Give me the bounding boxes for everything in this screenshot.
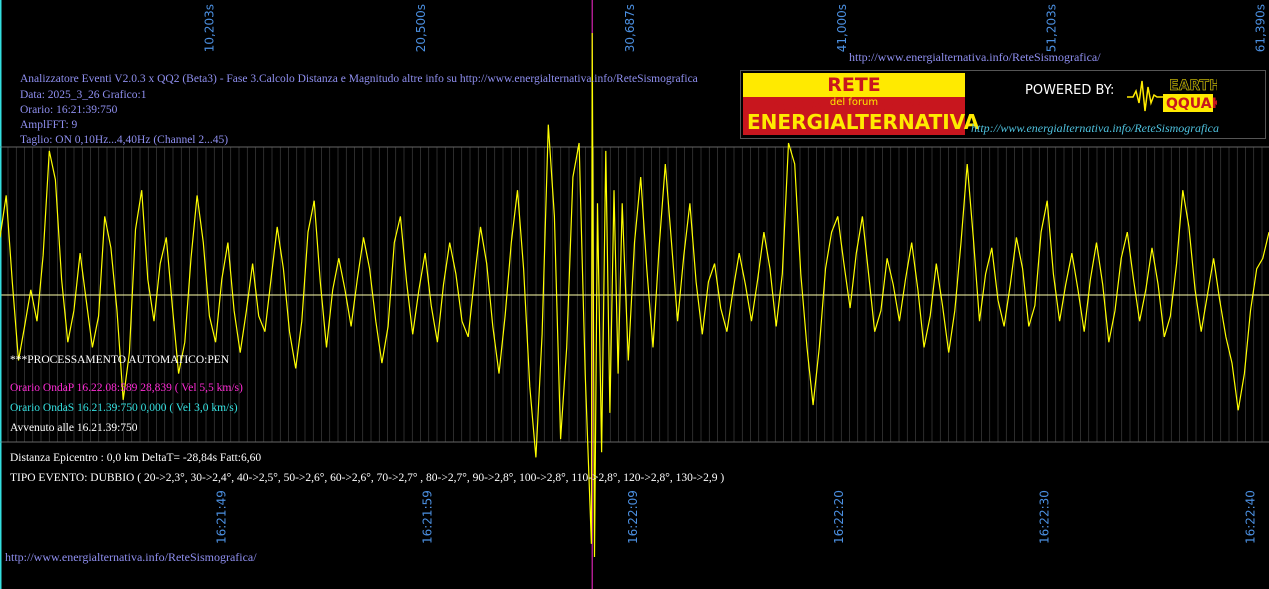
top-url-link[interactable]: http://www.energialternativa.info/ReteSi… [849,50,1101,64]
tick-label: 16:22:40 [1243,490,1257,544]
powered-by-label: POWERED BY: [1025,83,1115,98]
logo-earth-text: EARTH [1169,78,1217,94]
top-tick-labels: 10,203s 20,500s 30,687s 41,000s 51,203s 61,39… [203,4,1268,52]
event-type-line: TIPO EVENTO: DUBBIO ( 20->2,3°, 30->2,4°… [10,472,725,484]
onda-p-time: Orario OndaP 16.22.08:589 28,839 ( Vel 5… [10,382,243,394]
banner-main-text: ENERGIALTERNATIVA [747,110,980,134]
banner-subtitle: del forum [829,97,879,108]
header-filter-line: Taglio: ON 0,10Hz...4,40Hz (Channel 2...… [20,134,229,146]
banner-url-link[interactable]: http://www.energialternativa.info/ReteSi… [971,121,1219,135]
header-date-line: Data: 2025_3_26 Grafico:1 [20,89,147,101]
rete-sismografica-banner[interactable]: RETE SISMOGRAFICA del forum ENERGIALTERN… [740,70,1266,139]
tick-label: 10,203s [203,4,217,52]
seismic-signal-line [0,32,1269,558]
tick-label: 16:22:30 [1038,490,1052,544]
tick-label: 16:22:09 [626,490,640,544]
logo-quake-text: QQUAKE [1166,96,1217,112]
tick-label: 61,390s [1254,4,1268,52]
earthquake-logo-icon: EARTH QQUAKE [1127,78,1217,112]
header-amplfft-line: AmplFFT: 9 [20,119,78,131]
banner-title: RETE SISMOGRAFICA [743,73,965,120]
tick-label: 16:22:20 [832,490,846,544]
header-title-line: Analizzatore Eventi V2.0.3 x QQ2 (Beta3)… [20,73,698,85]
onda-s-time: Orario OndaS 16.21.39:750 0,000 ( Vel 3,… [10,402,238,414]
tick-label: 16:21:49 [215,490,229,544]
epicenter-distance: Distanza Epicentro : 0,0 km DeltaT= -28,… [10,452,262,464]
bottom-url-link[interactable]: http://www.energialternativa.info/ReteSi… [5,550,257,564]
tick-label: 16:21:59 [420,490,434,544]
bottom-tick-labels: 16:21:49 16:21:59 16:22:09 16:22:20 16:22:30… [215,490,1258,544]
header-time-line: Orario: 16:21:39:750 [20,104,118,116]
tick-label: 41,000s [835,4,849,52]
event-occurred-time: Avvenuto alle 16.21.39:750 [10,422,138,434]
tick-label: 30,687s [623,4,637,52]
processing-status: ***PROCESSAMENTO AUTOMATICO:PEN [10,354,230,366]
tick-label: 51,203s [1044,4,1058,52]
tick-label: 20,500s [414,4,428,52]
